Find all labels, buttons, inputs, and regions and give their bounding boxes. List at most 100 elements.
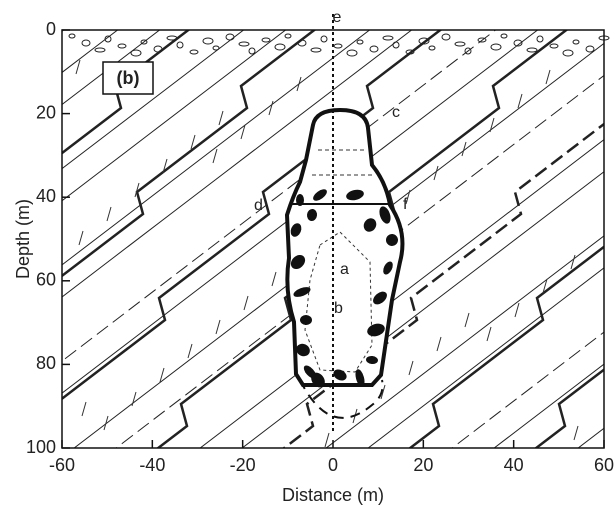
joint <box>486 326 492 342</box>
joint <box>542 278 548 294</box>
pebble <box>202 37 214 45</box>
x-tick-label: -60 <box>49 455 75 475</box>
pebble <box>405 49 415 55</box>
breccia-clast <box>306 209 318 221</box>
pebble <box>369 45 379 53</box>
pebble <box>225 33 235 41</box>
joint <box>240 124 246 140</box>
pebble <box>382 35 394 41</box>
pipe-outline <box>284 107 405 387</box>
pebble <box>94 47 106 53</box>
breccia-clast <box>311 372 325 388</box>
bedding <box>451 331 604 448</box>
breccia-clast <box>293 287 311 297</box>
pebble <box>189 49 199 55</box>
pebble <box>536 35 544 43</box>
joint <box>324 432 330 448</box>
bedding <box>594 6 616 468</box>
breccia-clast <box>366 355 378 365</box>
bedding <box>62 30 317 278</box>
pipe-core <box>304 231 373 373</box>
annotation: b <box>334 300 343 317</box>
pebble <box>153 45 163 53</box>
x-tick-label: 20 <box>413 455 433 475</box>
panel-label: (b) <box>117 68 140 88</box>
x-tick-label: -20 <box>230 455 256 475</box>
joint <box>268 100 274 116</box>
annotation: e <box>333 9 342 26</box>
joint <box>131 391 137 407</box>
breccia-clast <box>346 189 364 201</box>
x-axis-label: Distance (m) <box>282 485 384 505</box>
pebble <box>166 35 178 41</box>
bedding <box>62 30 497 362</box>
joint <box>489 117 495 133</box>
joint <box>162 158 168 174</box>
breccia <box>68 33 610 388</box>
panel-label-box <box>102 61 154 95</box>
joint <box>464 312 470 328</box>
pebble <box>441 33 451 41</box>
joint <box>517 93 523 109</box>
pebble <box>176 41 184 49</box>
pipe-extension <box>299 379 384 419</box>
joint <box>75 59 81 75</box>
y-tick-label: 0 <box>46 19 56 39</box>
x-tick-label: 0 <box>328 455 338 475</box>
breccia-clast <box>296 194 304 206</box>
breccia-clast <box>296 343 310 357</box>
pebble <box>418 37 430 45</box>
bedding <box>62 30 191 155</box>
collapse-pipe <box>284 14 405 432</box>
pebble <box>117 43 127 49</box>
x-tick-label: 40 <box>504 455 524 475</box>
joint <box>218 110 224 126</box>
pebble <box>585 45 595 53</box>
bedding <box>325 235 604 448</box>
breccia-clast <box>386 234 399 246</box>
pebble <box>490 43 502 51</box>
annotation: d <box>254 197 263 214</box>
breccia-clast <box>355 369 365 387</box>
y-tick-label: 20 <box>36 102 56 122</box>
joint <box>514 302 520 318</box>
joint <box>545 69 551 85</box>
y-tick-label: 60 <box>36 270 56 290</box>
bedding <box>62 30 245 170</box>
pebble <box>310 47 322 53</box>
joint <box>159 367 165 383</box>
joint <box>78 230 84 246</box>
joint <box>405 189 411 205</box>
bedding <box>534 368 604 448</box>
joint <box>187 343 193 359</box>
breccia-clast <box>383 261 393 275</box>
breccia-clast <box>363 218 377 232</box>
pebble <box>81 39 91 47</box>
pebble <box>356 39 364 45</box>
joint <box>296 76 302 92</box>
breccia-clast <box>379 206 391 224</box>
bedding <box>493 363 604 448</box>
joint <box>433 165 439 181</box>
bedding <box>62 30 287 202</box>
joint <box>106 206 112 222</box>
joint <box>461 141 467 157</box>
pebble <box>238 41 250 47</box>
joint <box>243 295 249 311</box>
pebble <box>392 41 400 49</box>
pebble <box>261 37 271 43</box>
joint <box>103 415 109 431</box>
x-tick-label: 60 <box>594 455 614 475</box>
breccia-clast <box>300 314 312 326</box>
pebble <box>500 33 508 39</box>
joint <box>271 271 277 287</box>
pebble <box>212 45 220 51</box>
pebble <box>572 39 580 45</box>
pebble <box>526 47 538 53</box>
annotation: c <box>392 104 400 121</box>
y-axis-label: Depth (m) <box>13 199 33 279</box>
bedding <box>241 171 604 448</box>
joint <box>380 384 386 400</box>
bedding <box>62 30 539 394</box>
